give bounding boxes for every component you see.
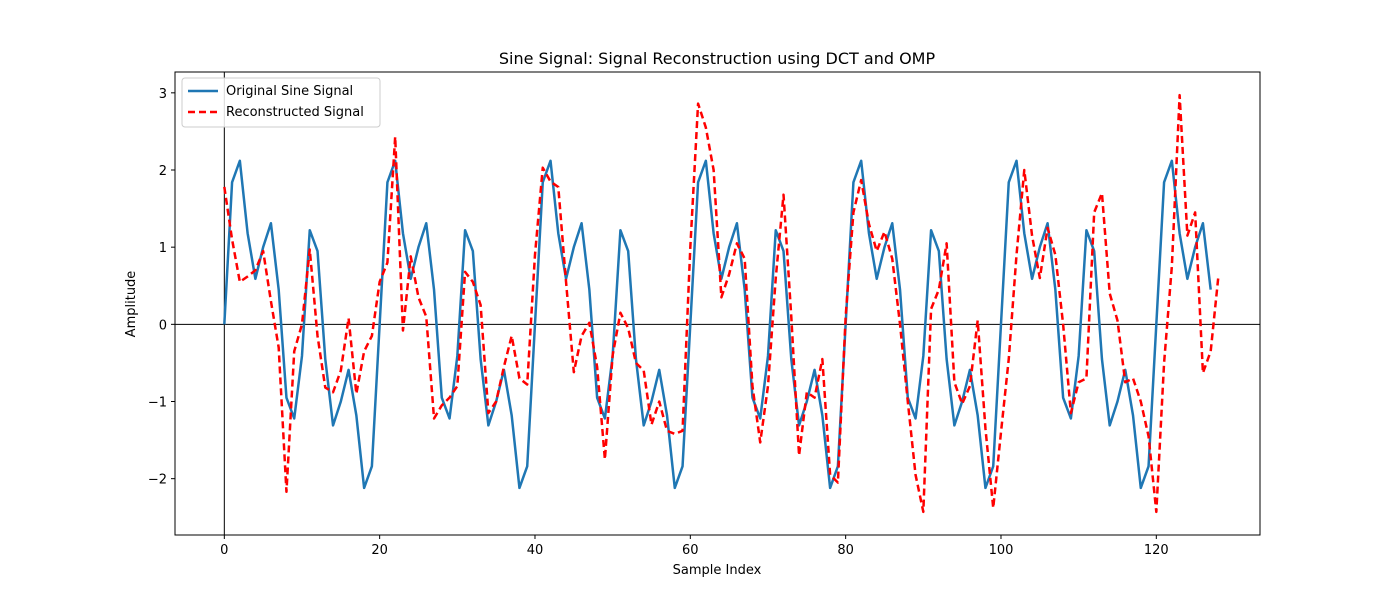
series-group <box>223 93 1220 514</box>
x-axis-label: Sample Index <box>673 563 762 578</box>
reconstructed-signal-line <box>223 93 1220 514</box>
x-tick-label: 20 <box>371 543 388 558</box>
x-tick-label: 80 <box>837 543 854 558</box>
plot-area <box>174 71 1261 536</box>
y-tick-label: 3 <box>159 87 167 102</box>
x-axis: 0 20 40 60 80 100 120 <box>220 535 1169 558</box>
original-signal-line <box>223 159 1212 490</box>
x-tick-label: 40 <box>527 543 544 558</box>
y-tick-label: −1 <box>148 396 167 411</box>
legend-label-original: Original Sine Signal <box>226 84 353 99</box>
legend-box <box>181 77 381 128</box>
x-tick-label: 0 <box>220 543 228 558</box>
y-tick-label: 0 <box>159 318 167 333</box>
y-tick-label: 2 <box>159 164 167 179</box>
y-axis-label: Amplitude <box>124 271 139 338</box>
legend-label-reconstructed: Reconstructed Signal <box>226 105 364 120</box>
y-tick-label: −2 <box>148 473 167 488</box>
x-tick-label: 120 <box>1144 543 1169 558</box>
x-tick-label: 60 <box>682 543 699 558</box>
chart-title: Sine Signal: Signal Reconstruction using… <box>499 49 936 68</box>
y-axis: −2 −1 0 1 2 3 <box>148 87 175 488</box>
legend: Original Sine Signal Reconstructed Signa… <box>181 77 381 128</box>
x-tick-label: 100 <box>989 543 1014 558</box>
y-tick-label: 1 <box>159 241 167 256</box>
